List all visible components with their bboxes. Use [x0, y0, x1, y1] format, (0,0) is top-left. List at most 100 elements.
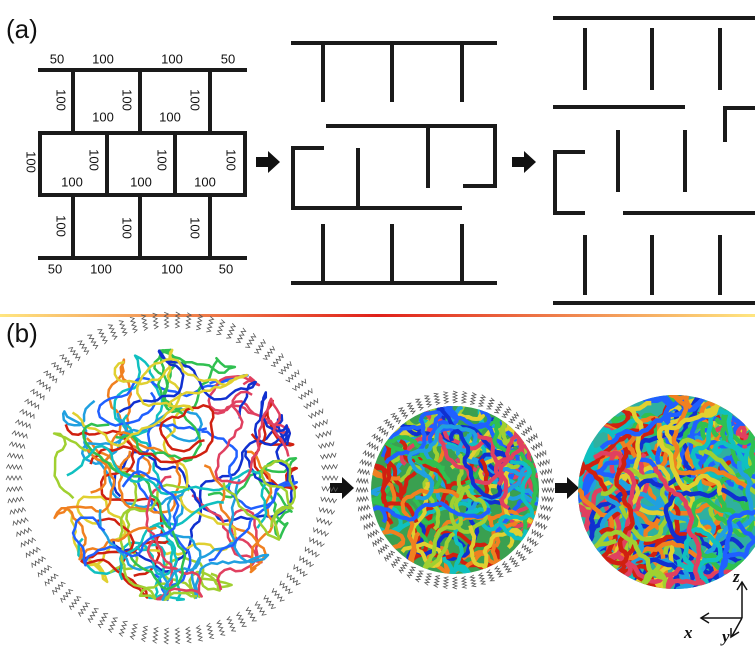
axis-label: y — [720, 627, 730, 646]
spring — [37, 380, 51, 392]
spring — [88, 609, 98, 623]
maze-broken — [293, 43, 495, 283]
spring — [385, 551, 395, 561]
spring — [217, 620, 225, 635]
spring — [532, 529, 543, 538]
length-label: 100 — [92, 51, 114, 66]
length-label: 100 — [194, 174, 216, 189]
length-label: 100 — [61, 174, 83, 189]
spring — [246, 607, 256, 621]
spring — [38, 566, 52, 578]
spring — [53, 582, 66, 595]
length-label: 100 — [188, 89, 203, 111]
spring — [13, 518, 28, 526]
spring — [236, 328, 246, 342]
spring — [503, 561, 512, 572]
arrow — [256, 151, 280, 173]
spring — [263, 346, 275, 360]
length-label: 100 — [159, 109, 181, 124]
spring — [509, 412, 519, 423]
spring — [391, 413, 401, 424]
spring — [32, 557, 46, 568]
spring — [522, 544, 533, 554]
spring — [312, 419, 327, 428]
spring — [279, 361, 292, 374]
length-label: 100 — [155, 149, 170, 171]
spring — [318, 442, 334, 449]
spring — [59, 355, 71, 368]
spring — [70, 597, 82, 610]
spring — [20, 410, 35, 419]
spring — [308, 409, 323, 418]
spring — [153, 627, 158, 643]
spring — [356, 488, 368, 492]
spring — [15, 420, 30, 429]
spring — [17, 528, 32, 537]
spring — [51, 363, 64, 376]
length-label: 100 — [130, 174, 152, 189]
spring — [539, 513, 551, 520]
length-label: 100 — [90, 261, 112, 276]
panel-label: (a) — [6, 14, 38, 44]
length-label: 50 — [50, 51, 64, 66]
spring — [356, 479, 368, 484]
spring — [30, 389, 44, 400]
spring — [528, 537, 539, 546]
spring — [407, 403, 415, 414]
spring — [255, 601, 266, 615]
spring — [407, 567, 416, 578]
sphere-texture — [578, 395, 755, 589]
spring — [434, 393, 440, 405]
spring — [536, 521, 547, 529]
spring — [254, 339, 265, 353]
spring — [119, 621, 127, 636]
spring — [25, 399, 39, 409]
spring — [317, 517, 332, 525]
axis-label: z — [732, 567, 740, 586]
spring — [87, 335, 97, 349]
spring — [264, 595, 276, 609]
spring — [361, 514, 373, 521]
spring — [97, 330, 107, 344]
spring — [470, 575, 476, 587]
spring — [425, 574, 432, 586]
length-label: 100 — [54, 215, 69, 237]
polymer-coil — [54, 350, 297, 600]
arrow — [555, 477, 579, 499]
spring — [358, 469, 370, 475]
length-label: 100 — [161, 261, 183, 276]
spring — [316, 430, 331, 438]
spring — [320, 453, 336, 459]
spring — [363, 451, 374, 459]
spring — [367, 442, 378, 451]
spring — [196, 625, 202, 641]
spring — [226, 323, 235, 338]
spring — [294, 565, 308, 577]
length-label: 100 — [120, 89, 135, 111]
length-label: 100 — [24, 151, 39, 173]
spring — [227, 616, 236, 631]
spring — [78, 341, 89, 355]
spring — [61, 590, 73, 603]
separator — [0, 314, 755, 317]
spring — [373, 538, 384, 547]
spring — [68, 348, 80, 362]
spring — [434, 576, 440, 588]
spring — [470, 393, 476, 405]
spring — [44, 371, 57, 383]
axis-label: x — [683, 623, 693, 642]
spring — [21, 538, 36, 547]
spring — [372, 434, 383, 443]
spring — [358, 505, 370, 511]
spring — [443, 392, 448, 404]
spring — [495, 566, 503, 577]
spring — [357, 497, 369, 502]
spring — [479, 573, 486, 585]
spring — [538, 459, 550, 466]
spring — [130, 317, 137, 333]
spring — [321, 497, 337, 503]
spring — [319, 507, 335, 514]
spring — [360, 460, 372, 467]
spring — [300, 556, 314, 567]
spring — [322, 464, 338, 469]
